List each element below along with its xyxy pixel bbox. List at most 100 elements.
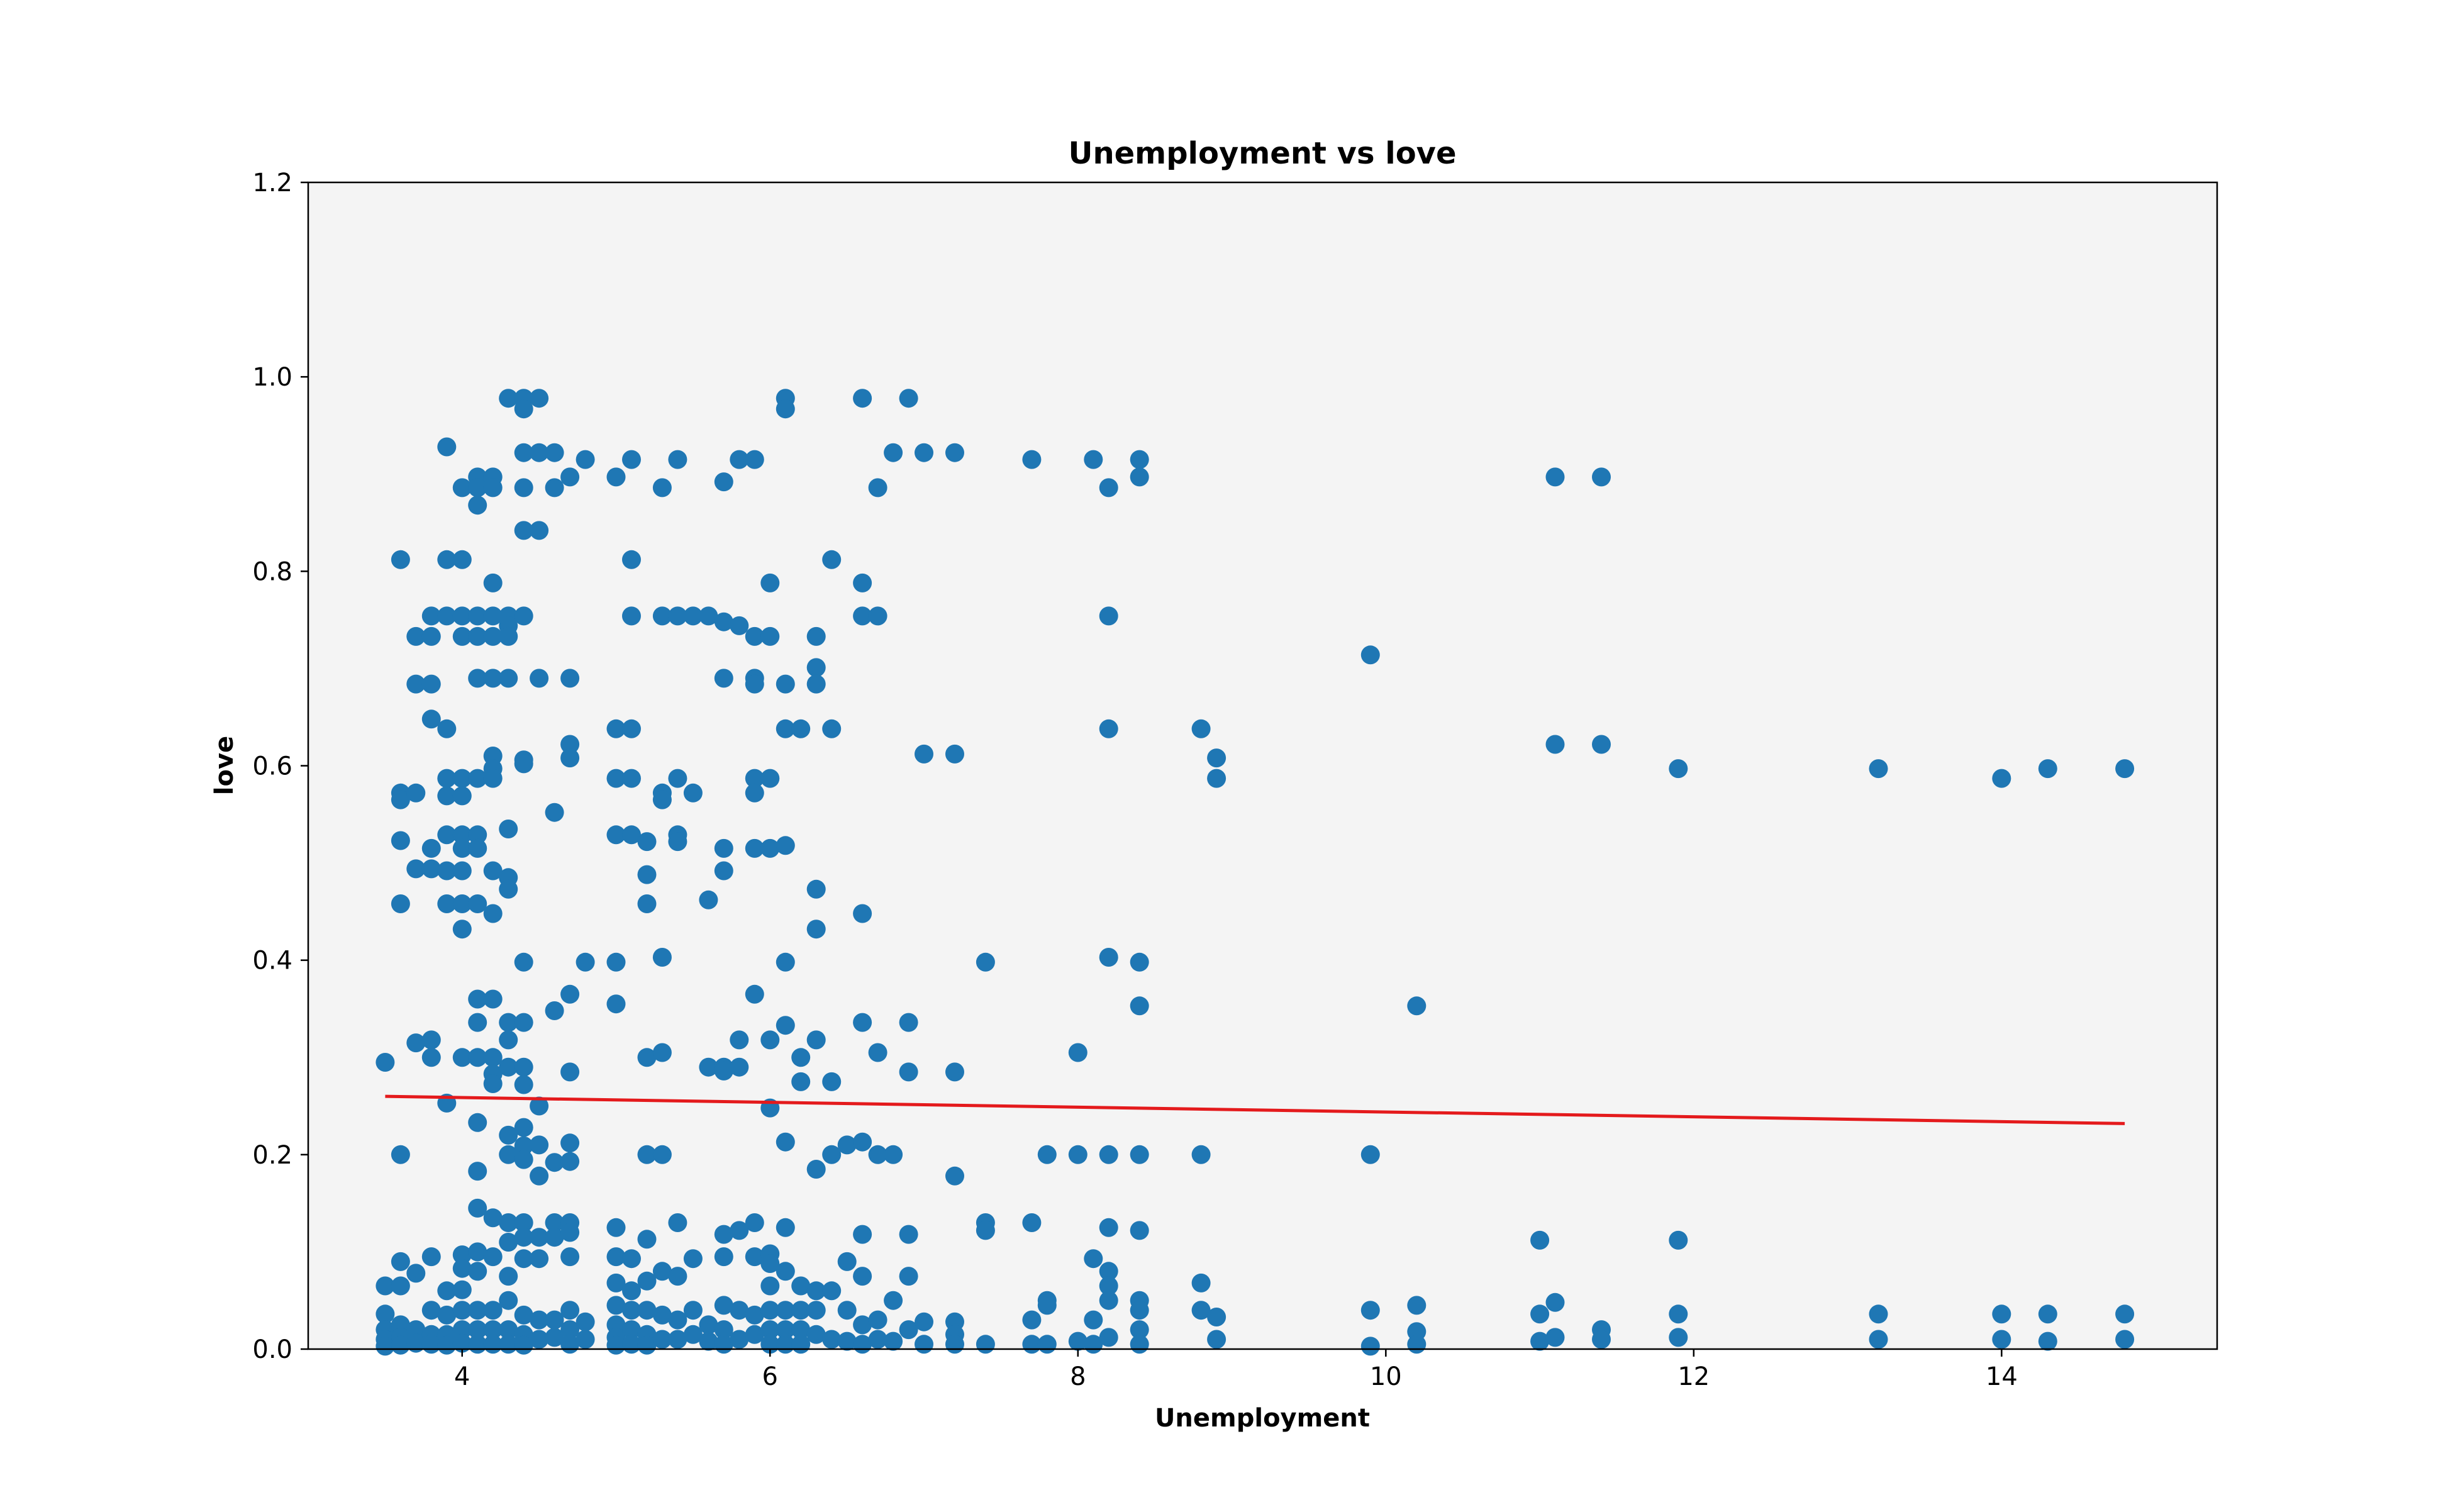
scatter-point <box>606 1247 626 1267</box>
scatter-point <box>1099 1276 1118 1296</box>
scatter-point <box>714 838 733 858</box>
scatter-point <box>576 450 595 469</box>
scatter-point <box>1669 1304 1688 1324</box>
scatter-point <box>2038 1304 2057 1324</box>
scatter-point <box>406 1033 426 1053</box>
scatter-point <box>437 769 457 788</box>
scatter-point <box>468 1013 487 1032</box>
scatter-point <box>560 1223 580 1242</box>
scatter-point <box>683 783 703 803</box>
scatter-point <box>545 1328 564 1347</box>
scatter-point <box>560 748 580 768</box>
scatter-point <box>530 389 549 408</box>
scatter-point <box>868 606 887 626</box>
scatter-point <box>668 1330 687 1349</box>
scatter-point <box>1530 1304 1550 1324</box>
scatter-point <box>560 1301 580 1320</box>
scatter-point <box>622 769 641 788</box>
scatter-point <box>468 769 487 788</box>
scatter-point <box>545 1001 564 1020</box>
scatter-point <box>1130 1335 1149 1354</box>
scatter-point <box>468 838 487 858</box>
scatter-point <box>514 1013 533 1032</box>
scatter-point <box>915 443 933 462</box>
scatter-point <box>699 1315 718 1335</box>
scatter-point <box>976 952 995 972</box>
chart-title: Unemployment vs love <box>1068 136 1456 171</box>
scatter-point <box>730 1221 749 1240</box>
scatter-point <box>560 984 580 1004</box>
scatter-point <box>622 1249 641 1269</box>
scatter-point <box>868 1043 887 1062</box>
scatter-point <box>1130 450 1149 469</box>
scatter-point <box>576 1312 595 1331</box>
scatter-point <box>514 606 533 626</box>
scatter-point <box>806 674 826 694</box>
scatter-point <box>668 769 687 788</box>
scatter-point <box>806 626 826 646</box>
scatter-point <box>514 754 533 774</box>
scatter-point <box>483 669 503 688</box>
scatter-point <box>760 1276 780 1296</box>
scatter-point <box>483 861 503 881</box>
scatter-point <box>452 1259 472 1278</box>
scatter-point <box>452 1333 472 1353</box>
scatter-point <box>483 1247 503 1267</box>
scatter-point <box>714 861 733 881</box>
scatter-point <box>714 1225 733 1244</box>
scatter-point <box>483 606 503 626</box>
scatter-point <box>606 769 626 788</box>
scatter-point <box>406 1264 426 1283</box>
scatter-point <box>468 478 487 498</box>
scatter-point <box>637 1145 657 1164</box>
scatter-point <box>868 1145 887 1164</box>
scatter-point <box>499 1213 518 1232</box>
scatter-point <box>776 1301 795 1320</box>
scatter-point <box>976 1335 995 1354</box>
scatter-point <box>776 1320 795 1340</box>
scatter-point <box>483 626 503 646</box>
scatter-point <box>745 674 764 694</box>
scatter-point <box>730 1330 749 1349</box>
scatter-point <box>806 658 826 677</box>
scatter-point <box>1191 1273 1211 1292</box>
scatter-point <box>2115 759 2135 779</box>
scatter-point <box>1191 719 1211 738</box>
scatter-point <box>1068 1331 1087 1351</box>
scatter-point <box>499 1267 518 1286</box>
scatter-point <box>406 674 426 694</box>
scatter-point <box>499 879 518 899</box>
scatter-point <box>499 669 518 688</box>
scatter-point <box>760 1254 780 1273</box>
scatter-point <box>606 994 626 1014</box>
scatter-point <box>468 1320 487 1340</box>
scatter-point <box>468 606 487 626</box>
scatter-point <box>945 1166 964 1186</box>
scatter-point <box>776 836 795 855</box>
scatter-point <box>868 1310 887 1330</box>
scatter-point <box>452 786 472 806</box>
scatter-point <box>483 1048 503 1067</box>
scatter-point <box>606 1218 626 1237</box>
scatter-point <box>745 1325 764 1344</box>
scatter-point <box>514 399 533 419</box>
scatter-point <box>483 769 503 788</box>
scatter-point <box>652 1305 672 1325</box>
scatter-point <box>560 1247 580 1267</box>
scatter-point <box>452 478 472 498</box>
y-tick-label: 1.2 <box>252 169 292 197</box>
scatter-point <box>2115 1330 2135 1349</box>
scatter-point <box>791 1072 811 1091</box>
scatter-point <box>1360 645 1380 665</box>
scatter-point <box>1669 1230 1688 1250</box>
scatter-point <box>545 1153 564 1172</box>
scatter-point <box>437 1335 457 1355</box>
scatter-point <box>745 450 764 469</box>
scatter-point <box>514 1305 533 1325</box>
scatter-point <box>822 1330 842 1349</box>
scatter-point <box>1191 1145 1211 1164</box>
scatter-point <box>776 719 795 738</box>
scatter-point <box>437 606 457 626</box>
scatter-point <box>1130 467 1149 487</box>
scatter-point <box>1992 1330 2011 1349</box>
